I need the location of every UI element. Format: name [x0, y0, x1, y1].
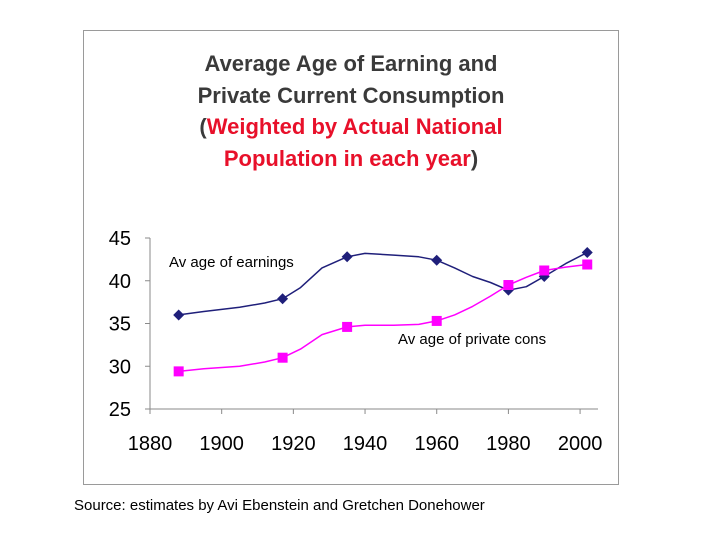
title-line-2: Private Current Consumption: [197, 82, 505, 108]
series-annotation-2: Av age of private cons: [398, 331, 546, 348]
x-tick-label: 1980: [486, 433, 531, 455]
consumption-point: [173, 366, 184, 377]
title-paren-open: (: [199, 114, 207, 139]
consumption-point: [582, 259, 593, 270]
source-note: Source: estimates by Avi Ebenstein and G…: [74, 497, 485, 514]
x-tick-label: 1960: [414, 433, 459, 455]
title-highlight-line-4: Population in each year: [223, 145, 471, 171]
series-line-1: [178, 251, 588, 316]
title-line-1: Average Age of Earning and: [204, 51, 498, 76]
title-line-3: (Weighted by Actual National: [83, 111, 619, 143]
x-tick-label: 1920: [271, 433, 316, 455]
x-tick-label: 2000: [558, 433, 603, 455]
earnings-point: [431, 254, 443, 266]
series-annotation-1: Av age of earnings: [169, 254, 294, 271]
title-highlight-line-3: Weighted by Actual National: [206, 114, 503, 139]
earnings-point: [277, 293, 289, 305]
x-tick-label: 1940: [343, 433, 388, 455]
consumption-point: [277, 352, 288, 363]
y-tick-label: 45: [109, 228, 131, 250]
consumption-point: [503, 280, 514, 291]
y-tick-label: 35: [109, 314, 131, 336]
title-paren-close: ): [470, 145, 479, 171]
title-line-4: Population in each year): [83, 143, 619, 175]
y-tick-label: 30: [109, 356, 131, 378]
y-tick-label: 40: [109, 271, 131, 293]
consumption-point: [342, 321, 353, 332]
consumption-point: [431, 315, 442, 326]
earnings-point: [581, 247, 593, 259]
x-tick-label: 1880: [128, 433, 173, 455]
chart-title: Average Age of Earning and Private Curre…: [83, 48, 619, 174]
earnings-point: [341, 251, 353, 263]
series-line-2: [178, 263, 588, 373]
y-tick-label: 25: [109, 399, 131, 421]
consumption-point: [539, 265, 550, 276]
earnings-point: [173, 309, 185, 321]
x-tick-label: 1900: [199, 433, 244, 455]
